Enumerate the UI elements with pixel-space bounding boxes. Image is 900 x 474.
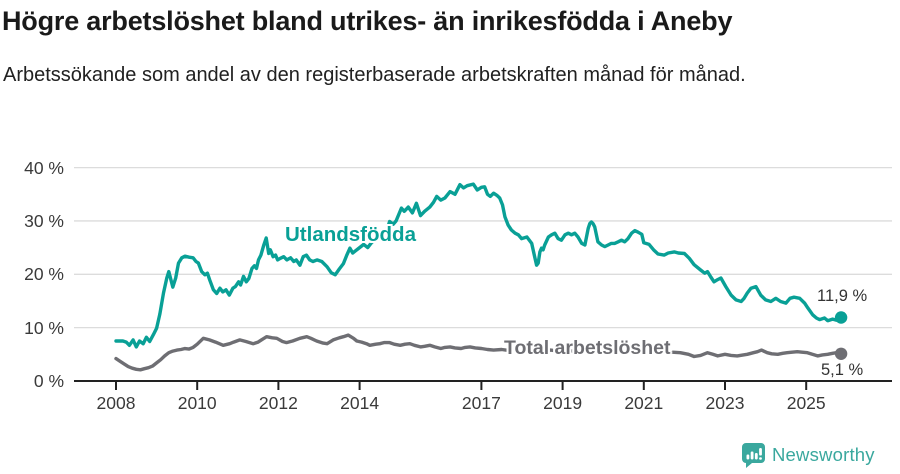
logo-exclamation-bar (759, 448, 762, 456)
newsworthy-logo-icon (742, 443, 765, 468)
end-value-label-utlandsfodda: 11,9 % (817, 287, 868, 305)
logo-bar-1 (746, 454, 750, 460)
logo-exclamation-dot (759, 457, 762, 460)
series-label-total-arbetsloshet: Total arbetslöshet (504, 337, 671, 359)
series-end-dot-0 (834, 311, 848, 324)
newsworthy-logo-text: Newsworthy (772, 444, 875, 465)
series-line-0 (114, 182, 843, 349)
logo-bar-2 (750, 451, 754, 460)
logo-bar-3 (754, 453, 758, 460)
series-label-utlandsfodda: Utlandsfödda (285, 223, 416, 246)
chart-subtitle: Arbetssökande som andel av den registerb… (3, 64, 746, 86)
end-value-label-total: 5,1 % (821, 361, 864, 379)
series-end-dot-1 (834, 347, 848, 360)
chart-title: Högre arbetslöshet bland utrikes- än inr… (2, 6, 733, 36)
series-line-1 (114, 333, 843, 372)
newsworthy-logo[interactable]: Newsworthy (741, 442, 875, 468)
